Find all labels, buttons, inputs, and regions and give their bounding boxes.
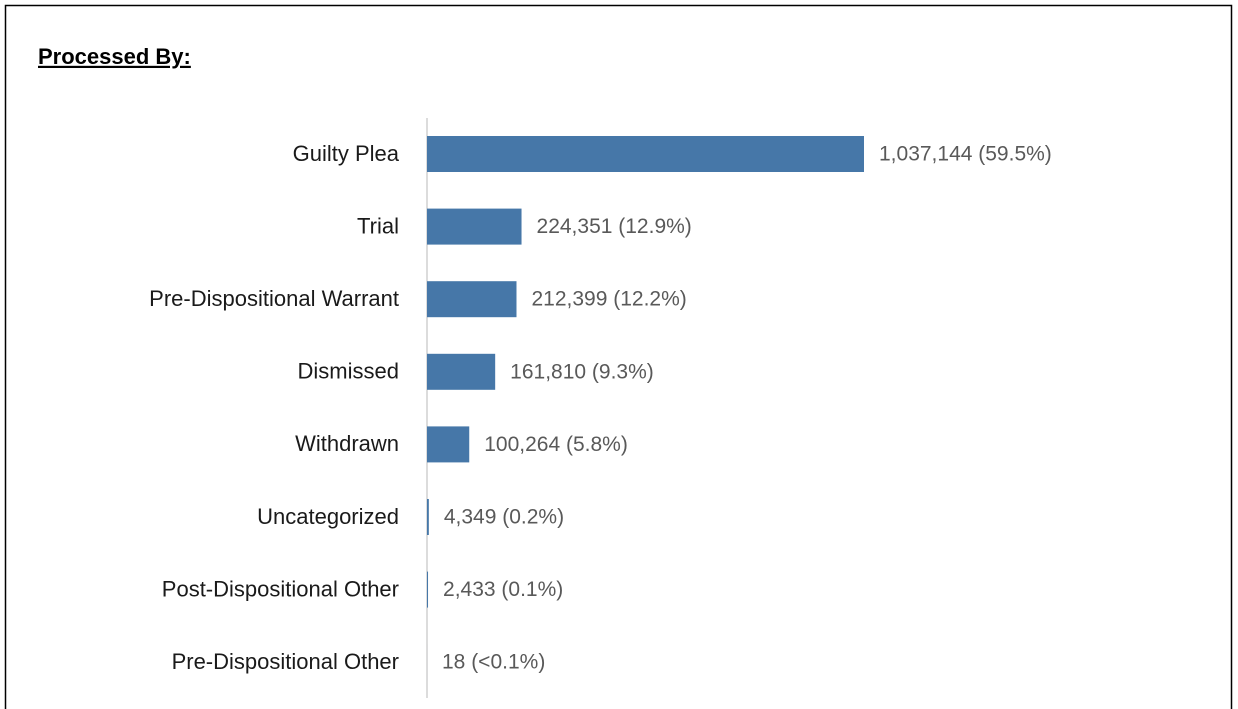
value-label: 161,810 (9.3%)	[510, 360, 654, 383]
bar	[427, 281, 517, 318]
value-label: 224,351 (12.9%)	[537, 215, 692, 238]
category-label: Pre-Dispositional Other	[172, 649, 399, 674]
chart-title: Processed By:	[38, 44, 191, 69]
bar	[427, 208, 522, 245]
frame	[4, 4, 1233, 709]
value-label: 100,264 (5.8%)	[484, 433, 628, 456]
category-label: Dismissed	[298, 359, 399, 384]
value-label: 18 (<0.1%)	[442, 651, 545, 674]
bar	[427, 353, 496, 390]
category-label: Withdrawn	[295, 431, 399, 456]
category-label: Uncategorized	[257, 504, 399, 529]
category-label: Trial	[357, 213, 399, 238]
category-label: Pre-Dispositional Warrant	[149, 286, 399, 311]
category-label: Post-Dispositional Other	[162, 576, 399, 601]
bar	[427, 571, 429, 608]
bar	[427, 426, 470, 463]
value-label: 2,433 (0.1%)	[443, 578, 563, 601]
category-label: Guilty Plea	[293, 141, 400, 166]
value-label: 4,349 (0.2%)	[444, 506, 564, 529]
value-label: 1,037,144 (59.5%)	[879, 143, 1052, 166]
bar	[427, 499, 429, 535]
bar	[427, 136, 864, 172]
value-label: 212,399 (12.2%)	[531, 288, 686, 311]
